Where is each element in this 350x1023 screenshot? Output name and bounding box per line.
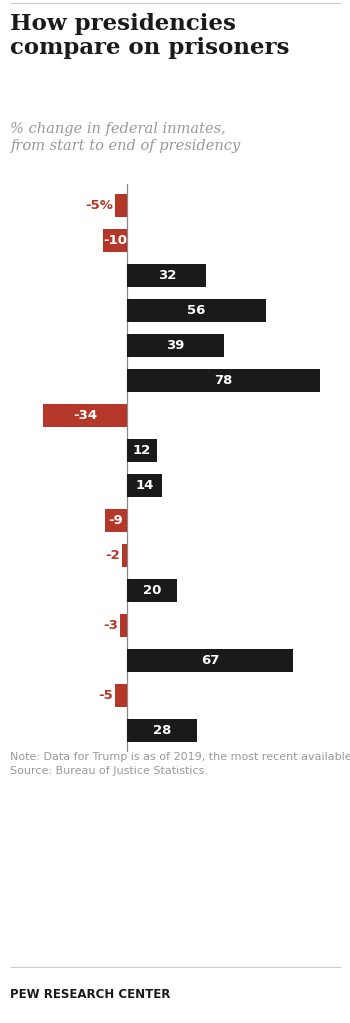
Bar [122,544,127,567]
Text: 67: 67 [201,655,219,667]
Bar [127,474,162,497]
Bar [120,615,127,637]
Text: 32: 32 [158,269,176,281]
Text: How presidencies
compare on prisoners: How presidencies compare on prisoners [10,12,290,59]
Text: -9: -9 [109,515,124,527]
Bar [127,579,177,603]
Text: 78: 78 [215,373,233,387]
Text: Note: Data for Trump is as of 2019, the most recent available year. Figures only: Note: Data for Trump is as of 2019, the … [10,752,350,775]
Bar [127,299,266,321]
Text: -5%: -5% [85,198,113,212]
Text: % change in federal inmates,
from start to end of presidency: % change in federal inmates, from start … [10,122,241,153]
Text: -34: -34 [73,409,97,421]
Bar [127,719,197,743]
Bar [115,684,127,707]
Bar [127,264,206,286]
Bar [115,193,127,217]
Bar [127,369,320,392]
Text: -3: -3 [103,619,118,632]
Text: 28: 28 [153,724,171,738]
Text: 14: 14 [135,479,154,492]
Bar [105,509,127,532]
Text: 12: 12 [133,444,151,457]
Bar [127,333,224,357]
Bar [103,229,127,252]
Bar [43,404,127,427]
Text: PEW RESEARCH CENTER: PEW RESEARCH CENTER [10,988,171,1002]
Bar [127,439,157,462]
Text: 20: 20 [143,584,161,597]
Text: -2: -2 [106,549,120,563]
Bar [127,650,293,672]
Text: -10: -10 [103,233,127,247]
Text: 39: 39 [166,339,185,352]
Text: 56: 56 [187,304,206,317]
Text: -5: -5 [98,690,113,703]
